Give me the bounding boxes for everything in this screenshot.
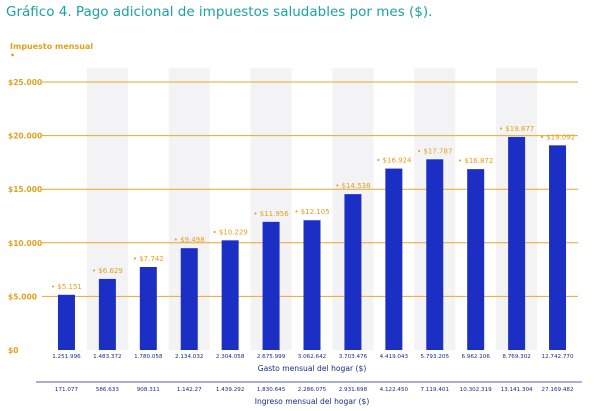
y-tick-label: $20.000 [8, 132, 42, 141]
x-tick-label: 3.062.642 [298, 354, 326, 360]
data-label: • $10.229 [212, 228, 247, 236]
bar [139, 267, 157, 350]
x2-tick-label: 1.142.27 [177, 387, 202, 393]
y-tick-label: $5.000 [8, 292, 37, 301]
bar [221, 240, 239, 350]
bar [426, 159, 444, 350]
x-tick-label: 2.134.032 [175, 354, 203, 360]
y-tick-label: $0 [8, 346, 18, 355]
data-label: • $6.629 [92, 267, 123, 275]
x-tick-label: 1.251.996 [52, 354, 81, 360]
x-tick-label: 5.793.205 [421, 354, 450, 360]
x2-tick-label: 13.141.304 [501, 387, 533, 393]
data-label: • $19.092 [540, 133, 575, 141]
y-tick-label: $15.000 [8, 185, 42, 194]
x-tick-label: 2.304.058 [216, 354, 245, 360]
x2-tick-label: 27.169.482 [542, 387, 574, 393]
data-label: • $14.538 [335, 182, 370, 190]
x-tick-label: 12.742.770 [542, 354, 574, 360]
chart-title: Gráfico 4. Pago adicional de impuestos s… [6, 4, 433, 20]
x-tick-label: 4.419.043 [380, 354, 409, 360]
bar [508, 136, 526, 350]
x2-tick-label: 10.302.319 [460, 387, 492, 393]
data-label: • $19.877 [499, 125, 534, 133]
y-tick-label: $25.000 [8, 78, 42, 87]
x-tick-label: 3.703.476 [339, 354, 368, 360]
x2-tick-label: 1.439.292 [216, 387, 244, 393]
y-axis-label-dot: • [10, 51, 16, 60]
x-tick-label: 2.675.999 [257, 354, 286, 360]
bar [549, 145, 567, 350]
data-label: • $16.872 [458, 157, 493, 165]
bar [98, 278, 116, 350]
data-label: • $7.742 [133, 255, 164, 263]
data-label: • $16.924 [376, 157, 412, 165]
y-tick-label: $10.000 [8, 239, 42, 248]
x2-axis-title: Ingreso mensual del hogar ($) [255, 397, 370, 406]
data-label: • $11.956 [253, 210, 289, 218]
x-tick-label: 6.962.106 [461, 354, 490, 360]
bar [303, 220, 321, 350]
x-tick-label: 8.769.302 [502, 354, 530, 360]
x2-tick-label: 7.119.401 [421, 387, 450, 393]
x2-tick-label: 2.286.075 [298, 387, 327, 393]
data-label: • $5.151 [51, 283, 82, 291]
bar [180, 248, 198, 350]
y-axis-label-text: Impuesto mensual [10, 42, 94, 51]
data-label: • $9.498 [174, 236, 205, 244]
bar [57, 294, 75, 350]
bar [385, 168, 403, 350]
y-axis-label: Impuesto mensual • [10, 42, 93, 60]
x2-tick-label: 4.122.450 [380, 387, 409, 393]
x-tick-label: 1.780.058 [134, 354, 163, 360]
x2-tick-label: 2.931.698 [339, 387, 368, 393]
data-label: • $12.105 [294, 208, 329, 216]
bar [344, 194, 362, 350]
x2-tick-label: 1.830.645 [257, 387, 286, 393]
data-label: • $17.787 [417, 147, 452, 155]
x2-tick-label: 171.077 [55, 387, 79, 393]
x-tick-label: 1.483.372 [93, 354, 121, 360]
bar [467, 169, 485, 350]
x2-tick-label: 586.633 [96, 387, 120, 393]
x-axis-title: Gasto mensual del hogar ($) [258, 364, 367, 373]
x2-tick-label: 908.311 [137, 387, 161, 393]
bar [262, 221, 280, 350]
